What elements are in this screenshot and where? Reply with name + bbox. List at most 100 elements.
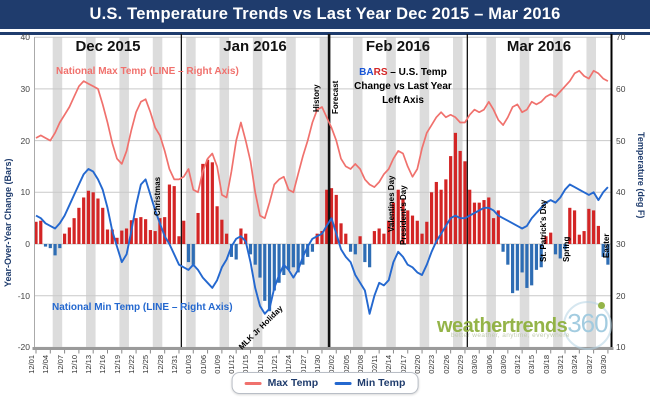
bar-negative	[286, 244, 291, 270]
bar-negative	[363, 244, 367, 263]
bar-positive	[415, 220, 419, 244]
bar-positive	[205, 159, 210, 244]
annotation-christmas: Christmas	[153, 176, 162, 216]
bar-positive	[429, 192, 434, 244]
bar-negative	[301, 244, 305, 265]
x-axis-date-label: 02/02	[327, 355, 337, 374]
x-axis-date-label: 03/27	[584, 355, 594, 374]
bar-positive	[182, 220, 186, 244]
min-temp-series-label: National Min Temp (LINE – Right Axis)	[52, 302, 233, 313]
bar-positive	[201, 163, 205, 244]
bar-positive	[568, 207, 572, 244]
left-axis-tick: 30	[20, 83, 30, 94]
x-axis-date-label: 03/18	[541, 355, 551, 374]
bar-positive	[110, 229, 114, 244]
bar-positive	[153, 231, 157, 244]
bar-negative	[272, 244, 276, 291]
watermark-360: 360	[567, 308, 608, 338]
bar-positive	[134, 218, 138, 244]
left-axis-tick: -10	[17, 290, 30, 301]
bar-positive	[463, 161, 467, 244]
watermark-tagline: better weather, anytime, everywhere	[451, 332, 570, 339]
x-axis-date-label: 02/11	[370, 355, 380, 374]
bar-positive	[72, 218, 76, 244]
bar-negative	[553, 244, 558, 255]
bar-positive	[372, 231, 376, 244]
right-axis-tick: 40	[616, 187, 626, 198]
x-axis-date-label: 12/10	[69, 355, 79, 374]
bar-negative	[277, 244, 281, 283]
bar-negative	[43, 244, 48, 247]
bar-positive	[163, 217, 167, 244]
bar-positive	[391, 202, 396, 244]
bar-positive	[472, 202, 477, 244]
bar-positive	[315, 233, 319, 244]
bar-positive	[62, 233, 67, 244]
bar-negative	[267, 244, 272, 312]
bar-positive	[382, 233, 386, 244]
left-axis-tick: 20	[20, 135, 30, 146]
x-axis-date-label: 12/01	[27, 355, 36, 374]
bar-positive	[544, 236, 548, 244]
annotation-st-patrick-s-day: St. Patrick's Day	[539, 199, 548, 262]
x-axis-date-label: 01/12	[227, 355, 237, 374]
right-axis-label: Temperature (deg F)	[636, 132, 646, 219]
x-axis-date-label: 03/09	[498, 355, 508, 374]
x-axis-date-label: 01/30	[312, 355, 322, 374]
x-axis-date-label: 02/17	[398, 355, 408, 374]
bar-positive	[587, 208, 591, 244]
month-label: Mar 2016	[506, 38, 572, 55]
bar-negative	[306, 244, 310, 257]
bar-negative	[48, 244, 52, 249]
x-axis-date-label: 12/25	[141, 355, 151, 374]
x-axis-date-label: 03/21	[556, 355, 566, 374]
bar-negative	[234, 244, 238, 260]
legend-item-max-temp: Max Temp	[244, 377, 318, 389]
bar-positive	[334, 194, 338, 244]
x-axis-date-label: 02/05	[341, 355, 351, 374]
right-axis-tick: 50	[616, 135, 626, 146]
max-temp-line	[35, 69, 609, 220]
x-axis-date-label: 02/20	[413, 355, 423, 374]
bars-label-line3: Left Axis	[382, 95, 424, 106]
left-axis-tick: -20	[17, 342, 30, 353]
bar-positive	[377, 228, 381, 244]
watermark-dot-icon	[598, 302, 605, 309]
bar-positive	[439, 189, 443, 244]
bar-positive	[401, 199, 405, 244]
bar-positive	[434, 181, 438, 244]
bar-negative	[368, 244, 372, 268]
x-axis-date-label: 12/16	[98, 355, 108, 374]
x-axis-date-label: 12/28	[155, 355, 165, 374]
bar-negative	[353, 244, 357, 255]
bar-positive	[425, 221, 429, 244]
bar-positive	[225, 233, 229, 244]
bar-positive	[420, 233, 424, 244]
annotation-forecast: Forecast	[331, 80, 340, 114]
bar-negative	[558, 244, 562, 259]
bar-negative	[348, 244, 353, 252]
legend-min-label: Min Temp	[357, 377, 406, 389]
x-axis-date-label: 02/29	[455, 355, 465, 374]
bar-positive	[325, 189, 329, 244]
bar-positive	[82, 197, 86, 244]
bar-negative	[539, 244, 543, 268]
bar-positive	[572, 210, 577, 244]
bar-positive	[387, 220, 391, 244]
annotation-mlk-jr-holiday: MLK Jr Holiday	[237, 303, 285, 352]
right-axis-tick: 30	[616, 239, 626, 249]
x-axis-date-label: 03/06	[484, 355, 494, 374]
bar-positive	[468, 189, 472, 244]
bars-label-red-part: RS	[373, 67, 388, 78]
bar-positive	[592, 210, 596, 244]
bar-positive	[172, 186, 176, 244]
bar-positive	[496, 210, 500, 244]
x-axis-date-label: 01/27	[298, 355, 308, 374]
bar-positive	[177, 236, 181, 244]
bars-series-label: BARS – U.S. Temp Change vs Last Year Lef…	[338, 66, 468, 108]
x-axis-date-label: 03/24	[570, 355, 580, 374]
right-axis-tick: 60	[616, 83, 626, 94]
left-axis-tick: 0	[25, 239, 30, 249]
